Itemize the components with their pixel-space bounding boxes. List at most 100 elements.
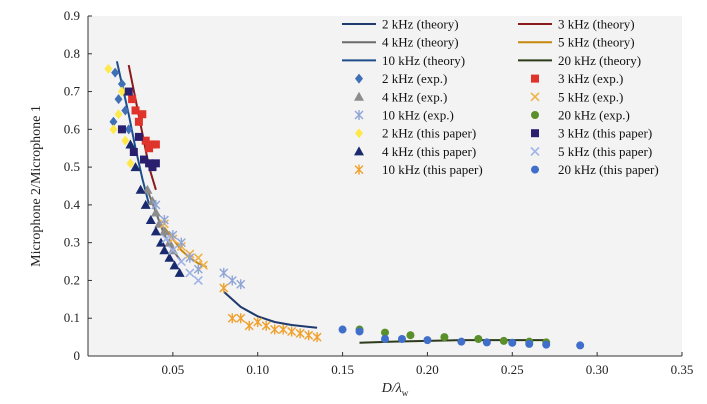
data-point — [124, 87, 133, 96]
data-points — [104, 63, 585, 350]
y-tick-label: 0.2 — [64, 272, 80, 287]
data-point — [474, 335, 483, 343]
data-point — [140, 155, 149, 164]
legend-label: 2 kHz (exp.) — [382, 71, 447, 86]
legend-label: 5 kHz (exp.) — [558, 89, 623, 104]
data-point — [121, 105, 130, 116]
legend-marker-swatch — [355, 128, 363, 139]
data-point — [244, 320, 254, 331]
data-point — [440, 333, 449, 342]
data-point — [193, 275, 203, 286]
data-point — [381, 335, 389, 343]
data-point — [397, 335, 406, 343]
x-tick-label: 0.15 — [331, 362, 354, 377]
legend-label: 20 kHz (this paper) — [558, 162, 659, 177]
x-tick-label: 0.05 — [161, 362, 184, 377]
data-point — [159, 226, 170, 236]
x-axis-title-main: D/λ — [381, 381, 402, 396]
data-point — [198, 260, 208, 270]
legend: 2 kHz (theory) 3 kHz (theory) 4 kHz (theor… — [342, 17, 659, 177]
data-point — [338, 325, 347, 334]
data-point — [125, 139, 136, 149]
data-point — [169, 260, 180, 270]
data-point — [176, 256, 186, 267]
y-tick-label: 0.8 — [64, 46, 80, 61]
data-point — [124, 124, 133, 135]
y-tick-label: 0 — [74, 348, 81, 363]
data-point — [174, 267, 185, 277]
data-point — [355, 327, 364, 336]
legend-label: 4 kHz (exp.) — [382, 89, 447, 104]
data-point — [219, 267, 229, 278]
data-point — [155, 237, 166, 247]
data-point — [381, 328, 389, 337]
legend-marker-swatch — [354, 146, 364, 156]
data-point — [185, 268, 195, 278]
legend-label: 2 kHz (this paper) — [382, 126, 476, 141]
data-point — [104, 63, 113, 74]
data-point — [151, 140, 160, 149]
data-point — [542, 340, 551, 349]
legend-marker-swatch — [354, 91, 364, 101]
data-point — [164, 252, 175, 262]
legend-label: 3 kHz (theory) — [558, 17, 635, 32]
plot-background — [88, 16, 682, 356]
data-point — [117, 86, 126, 97]
y-tick-label: 0.5 — [64, 159, 80, 174]
data-point — [525, 339, 534, 348]
data-point — [159, 215, 169, 225]
data-point — [151, 159, 160, 168]
data-point — [482, 338, 491, 347]
data-point — [117, 79, 126, 89]
data-point — [185, 252, 195, 263]
x-tick-label: 0.20 — [416, 362, 439, 377]
data-point — [131, 106, 140, 115]
theory-line-0 — [223, 291, 318, 329]
data-point — [457, 337, 466, 346]
data-point — [193, 264, 203, 275]
data-point — [138, 110, 147, 119]
data-point — [129, 148, 138, 156]
data-point — [145, 215, 156, 224]
legend-label: 5 kHz (theory) — [558, 35, 635, 50]
data-point — [227, 275, 237, 286]
data-point — [126, 158, 135, 169]
y-tick-label: 0.1 — [64, 310, 80, 325]
legend-marker-swatch — [531, 129, 539, 138]
y-tick-label: 0.4 — [64, 197, 81, 212]
legend-label: 4 kHz (theory) — [382, 35, 459, 50]
data-point — [134, 132, 143, 141]
legend-label: 4 kHz (this paper) — [382, 144, 476, 159]
legend-label: 3 kHz (this paper) — [558, 126, 652, 141]
legend-marker-swatch — [530, 146, 540, 156]
data-point — [270, 324, 280, 335]
x-axis-title-subscript: w — [402, 388, 409, 398]
axes: 0 0.1 0.2 0.3 0.4 0.5 0.6 0.7 0.8 0.9 0.05 0.10 0.15… — [64, 8, 694, 377]
y-tick-label: 0.6 — [64, 121, 81, 136]
x-tick-label: 0.30 — [586, 362, 609, 377]
data-point — [161, 234, 171, 244]
data-point — [168, 245, 178, 255]
data-point — [141, 136, 150, 145]
data-point — [142, 184, 153, 194]
legend-label: 3 kHz (exp.) — [558, 71, 623, 86]
data-point — [287, 326, 297, 337]
legend-label: 10 kHz (exp.) — [382, 108, 454, 123]
y-tick-label: 0.7 — [64, 84, 81, 99]
data-point — [236, 279, 246, 290]
data-point — [261, 320, 271, 331]
data-point — [121, 135, 130, 146]
legend-marker-swatch — [354, 110, 364, 120]
legend-marker-swatch — [531, 111, 539, 119]
data-point — [576, 341, 585, 350]
x-axis-title: D/λw — [381, 381, 409, 398]
data-point — [135, 184, 146, 194]
data-point — [193, 253, 203, 263]
y-tick-label: 0.9 — [64, 8, 80, 23]
x-tick-label: 0.35 — [671, 362, 694, 377]
data-point — [295, 328, 305, 339]
legend-marker-swatch — [355, 73, 363, 84]
legend-label: 10 kHz (this paper) — [382, 162, 483, 177]
x-tick-label: 0.10 — [246, 362, 269, 377]
legend-label: 10 kHz (theory) — [382, 53, 465, 68]
